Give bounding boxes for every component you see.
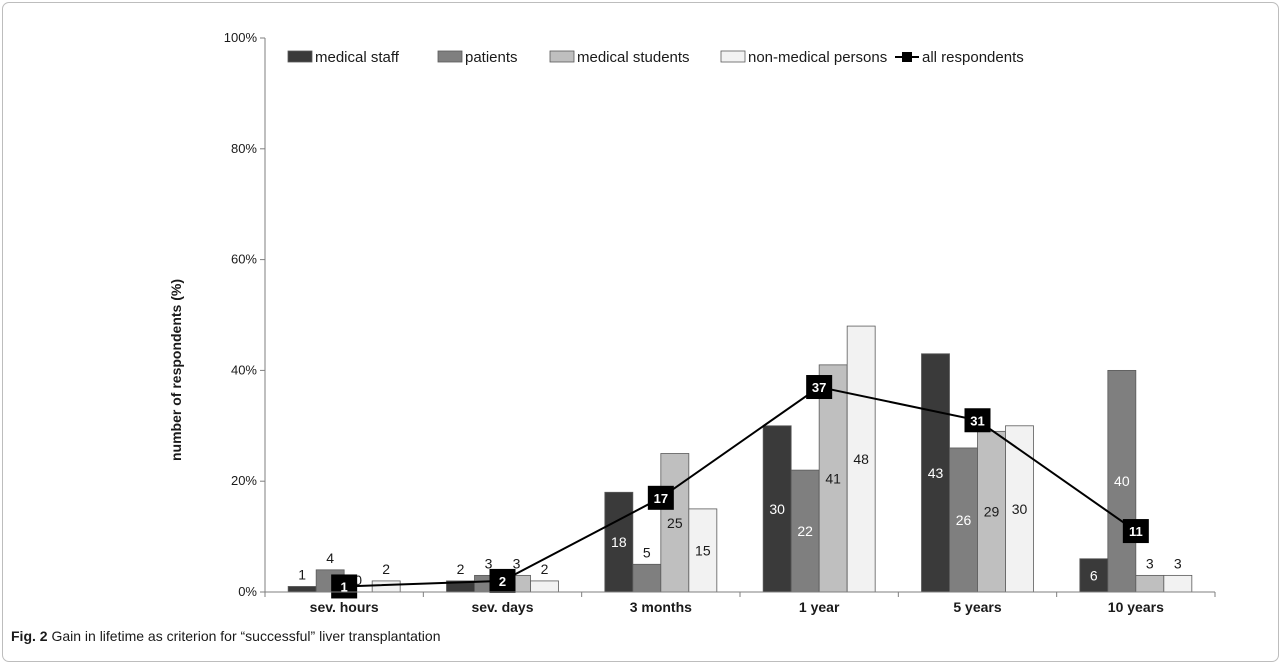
bar-data-label: 25: [667, 515, 683, 531]
x-category-label: 1 year: [799, 599, 840, 615]
y-tick-label: 60%: [231, 252, 257, 267]
y-axis: 0% 20% 40% 60% 80% 100%: [224, 30, 266, 599]
x-category-label: 3 months: [630, 599, 692, 615]
bar-data-label: 6: [1090, 567, 1098, 583]
all-respondents-label: 1: [341, 579, 348, 594]
all-respondents-point: [1122, 519, 1149, 544]
x-category-label: 5 years: [953, 599, 1001, 615]
bar-patients: [632, 563, 662, 593]
all-respondents-label: 31: [970, 413, 984, 428]
y-tick-label: 0%: [238, 584, 257, 599]
x-category-label: 10 years: [1108, 599, 1164, 615]
bar-data-label: 18: [611, 534, 627, 550]
bar-non-medical-persons: [371, 580, 401, 593]
all-respondents-point: [964, 408, 991, 433]
y-tick-label: 80%: [231, 141, 257, 156]
bar-data-label: 43: [928, 465, 944, 481]
bar-data-label: 3: [485, 555, 493, 571]
bar-non-medical-persons: [1163, 574, 1193, 593]
caption-text: Gain in lifetime as criterion for “succe…: [51, 628, 441, 644]
bar-data-label: 41: [825, 470, 841, 486]
bar-patients: [1107, 369, 1137, 593]
bar-data-label: 22: [797, 523, 813, 539]
bar-patients: [790, 469, 820, 593]
legend-label: all respondents: [922, 49, 1024, 66]
bar-non-medical-persons: [1005, 425, 1034, 593]
bar-non-medical-persons: [530, 580, 559, 593]
all-respondents-point: [647, 485, 674, 510]
bar-medical-staff: [921, 353, 950, 593]
bar-data-label: 26: [956, 512, 972, 528]
bar-data-label: 1: [298, 566, 306, 582]
bar-medical-students: [818, 364, 848, 593]
bar-non-medical-persons: [688, 508, 718, 593]
x-axis: sev. hours sev. days 3 months 1 year 5 years…: [264, 591, 1216, 615]
x-category-label: sev. days: [471, 599, 533, 615]
all-respondents-point: [806, 375, 833, 400]
all-respondents-label: 2: [499, 574, 506, 589]
all-respondents-polyline: [344, 385, 1137, 588]
bar-data-label: 2: [541, 561, 549, 577]
bar-medical-staff: [762, 425, 792, 593]
bar-data-label: 40: [1114, 473, 1130, 489]
bar-data-label: 15: [695, 542, 711, 558]
legend-swatch: [549, 50, 575, 63]
bar-data-label: 2: [382, 561, 390, 577]
bar-data-label: 3: [1146, 555, 1154, 571]
y-tick-label: 100%: [224, 30, 258, 45]
bar-data-label: 0: [354, 572, 362, 588]
all-respondents-point: [489, 568, 516, 593]
bar-data-label: 48: [853, 451, 869, 467]
all-respondents-label: 37: [812, 380, 826, 395]
legend-swatch: [287, 50, 313, 63]
legend-label: non-medical persons: [748, 49, 887, 66]
bar-medical-staff: [604, 491, 634, 593]
bar-data-label: 4: [326, 550, 334, 566]
y-tick-label: 20%: [231, 473, 257, 488]
bar-medical-staff: [1079, 558, 1109, 593]
all-respondents-label: 11: [1129, 524, 1143, 539]
all-respondents-line: 1 2 17 37 31 11: [331, 375, 1149, 599]
bar-data-label: 3: [513, 555, 521, 571]
bar-medical-students: [1135, 574, 1165, 593]
all-respondents-label: 17: [654, 491, 668, 506]
legend-swatch: [437, 50, 463, 63]
x-category-label: sev. hours: [310, 599, 379, 615]
bar-data-label: 5: [643, 544, 651, 560]
bar-data-label: 30: [1012, 501, 1028, 517]
figure-caption: Fig. 2 Gain in lifetime as criterion for…: [11, 628, 441, 644]
legend-label: medical staff: [315, 49, 400, 66]
y-axis-label: number of respondents (%): [168, 279, 184, 461]
all-respondents-point: [331, 574, 358, 599]
bar-data-label: 29: [984, 504, 1000, 520]
legend-swatch: [720, 50, 746, 63]
legend-marker: [902, 52, 912, 62]
bar-medical-staff: [287, 586, 317, 593]
y-tick-label: 40%: [231, 362, 257, 377]
bar-medical-students: [660, 453, 690, 593]
legend-label: medical students: [577, 49, 690, 66]
bar-patients: [949, 447, 978, 593]
bar-data-label: 2: [457, 561, 465, 577]
legend-label: patients: [465, 49, 518, 66]
bar-medical-students: [977, 430, 1006, 593]
caption-label: Fig. 2: [11, 628, 48, 644]
bar-data-label: 30: [769, 501, 785, 517]
bar-non-medical-persons: [846, 325, 876, 593]
bar-data-label: 3: [1174, 555, 1182, 571]
legend: medical staff patients medical students non…: [287, 49, 1024, 66]
